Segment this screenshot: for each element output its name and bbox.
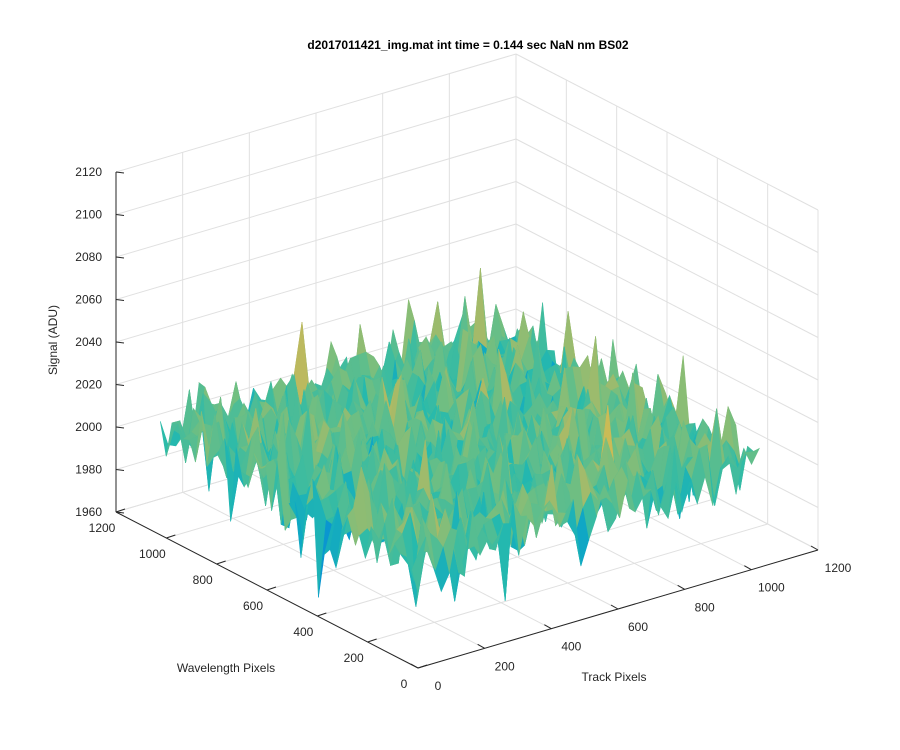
y-tick-mark [367, 638, 377, 643]
z-tick-label: 2020 [75, 378, 102, 392]
x-tick-label: 600 [628, 620, 648, 634]
z-tick-mark [115, 299, 125, 301]
grid-line-y-floor [367, 523, 768, 643]
z-tick-label: 2080 [75, 250, 102, 264]
z-tick-mark [115, 426, 125, 429]
y-tick-mark [166, 534, 176, 539]
grid-line-z-back [115, 138, 517, 258]
z-axis-label: Signal (ADU) [46, 305, 60, 375]
grid-line-z-side [515, 138, 819, 296]
y-tick-label: 800 [193, 573, 213, 587]
grid-line-z-side [515, 266, 819, 423]
z-tick-mark [115, 256, 125, 259]
z-tick-mark [115, 341, 125, 344]
y-tick-mark [417, 664, 428, 669]
y-tick-mark [317, 612, 327, 617]
grid-line-z-back [115, 53, 517, 173]
x-tick-mark [477, 643, 485, 649]
y-tick-label: 0 [401, 677, 408, 691]
z-tick-mark [115, 171, 125, 174]
y-tick-label: 1200 [89, 521, 116, 535]
surface-patch [411, 536, 427, 593]
x-tick-mark [610, 604, 619, 610]
y-tick-label: 200 [344, 651, 364, 665]
axis-ticks: 0 200 400 600 800 1000 1200 0 200 400 600 800 1000 12… [75, 165, 851, 693]
grid-line-z-back [115, 308, 517, 428]
y-tick-mark [216, 560, 226, 565]
y-tick-mark [115, 508, 126, 513]
grid-line-z-back [115, 96, 517, 215]
grid-line-z-side [515, 181, 819, 338]
y-tick-label: 400 [293, 625, 313, 639]
grid-line-z-side [515, 53, 819, 211]
z-tick-mark [115, 511, 125, 514]
y-tick-label: 1000 [139, 547, 166, 561]
z-tick-mark [115, 469, 125, 471]
z-tick-label: 1960 [75, 505, 102, 519]
z-tick-label: 2060 [75, 293, 102, 307]
grid-line-z-back [115, 266, 517, 385]
y-tick-mark [266, 586, 277, 591]
x-tick-mark [744, 565, 752, 571]
y-tick-label: 600 [243, 599, 263, 613]
grid-line-z-back [115, 181, 517, 300]
x-tick-label: 1200 [825, 561, 852, 575]
x-tick-label: 200 [495, 659, 515, 673]
x-tick-mark [677, 584, 685, 590]
x-axis-label: Track Pixels [582, 670, 647, 684]
z-tick-label: 2100 [75, 208, 102, 222]
grid-line-z-side [515, 223, 819, 381]
x-tick-label: 0 [435, 679, 442, 693]
z-tick-label: 2120 [75, 165, 102, 179]
z-tick-label: 2000 [75, 420, 102, 434]
grid-line-z-side [515, 96, 819, 253]
z-tick-label: 1980 [75, 463, 102, 477]
z-tick-mark [115, 214, 125, 216]
chart-title: d2017011421_img.mat int time = 0.144 sec… [307, 38, 629, 52]
x-tick-label: 400 [561, 640, 581, 654]
x-tick-mark [544, 624, 552, 630]
x-tick-label: 1000 [758, 581, 785, 595]
y-axis-label: Wavelength Pixels [177, 661, 275, 675]
grid-line-y-floor [317, 497, 718, 617]
surface-data [160, 268, 760, 607]
grid-line-z-back [115, 223, 517, 343]
x-tick-label: 800 [695, 600, 715, 614]
z-tick-mark [115, 384, 125, 386]
x-tick-mark [410, 663, 419, 669]
z-tick-label: 2040 [75, 335, 102, 349]
x-tick-mark [810, 545, 819, 551]
